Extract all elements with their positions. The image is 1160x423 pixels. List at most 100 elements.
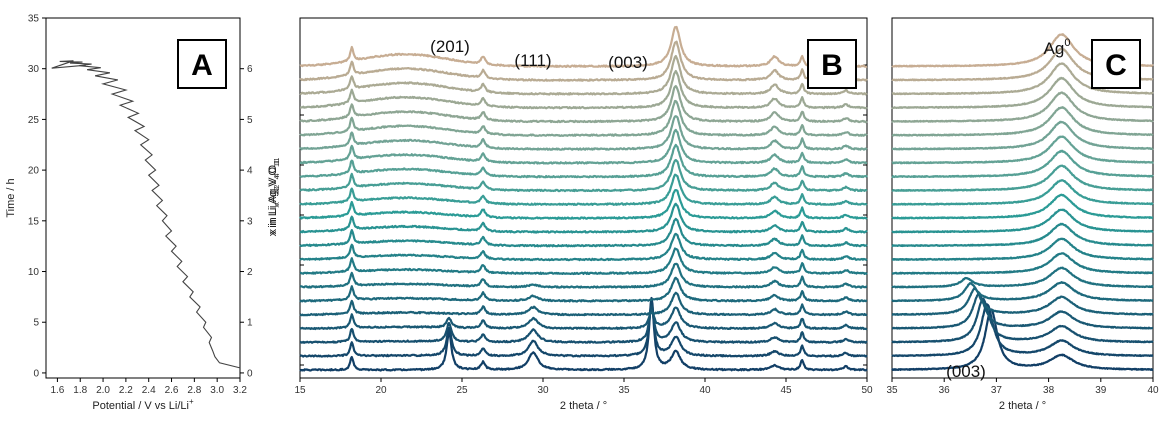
- xrd-curve-b: [299, 85, 868, 124]
- x-tick-label: 1.6: [50, 385, 64, 396]
- xrd-curve-c: [891, 281, 1154, 303]
- right-axis-title-part: V: [267, 179, 279, 187]
- x-tick-label: 39: [1095, 385, 1107, 396]
- right-axis-title-part: 11: [274, 160, 281, 167]
- x-axis-title-b: 2 theta / °: [560, 400, 607, 412]
- xrd-curve-c: [891, 222, 1154, 248]
- panel-a: 1.6 1.8 2.0 2.2 2.4 2.6 2.8 3.0 3.20510152025303…: [5, 14, 281, 413]
- right-tick-label: 3: [247, 216, 253, 227]
- xrd-curve-b: [299, 291, 868, 317]
- x-tick-label: 36: [939, 385, 951, 396]
- xrd-curve-c: [891, 164, 1154, 192]
- right-axis-title-part: Ag: [267, 191, 279, 204]
- xrd-curve-c: [891, 193, 1154, 220]
- xrd-curve-b: [299, 202, 868, 234]
- xrd-curve-b: [299, 296, 868, 372]
- x-tick-label: 35: [618, 385, 630, 396]
- xrd-curve-b: [299, 247, 868, 276]
- panel-label-c: C: [1105, 49, 1127, 82]
- xrd-curve-b: [299, 99, 868, 137]
- y-tick-label: 10: [28, 267, 40, 278]
- xrd-curve-c: [891, 76, 1154, 110]
- x-tick-label: 40: [1147, 385, 1159, 396]
- y-tick-label: 5: [33, 318, 39, 329]
- x-axis-title-sup: +: [189, 397, 194, 406]
- y-axis-title-b-part: 2: [274, 185, 281, 189]
- ag0-label-sup: 0: [1064, 37, 1070, 49]
- right-axis-title-a: x in Lix Ag2V4O11: [267, 160, 281, 237]
- xrd-curve-c: [891, 91, 1154, 123]
- xrd-curve-b: [299, 128, 868, 165]
- xrd-curve-c: [891, 120, 1154, 151]
- xrd-curve-b: [299, 301, 868, 358]
- ag0-label: Ag0: [1044, 37, 1071, 58]
- y-axis-title-a: Time / h: [5, 178, 17, 217]
- y-tick-label: 30: [28, 64, 40, 75]
- y-tick-label: 35: [28, 14, 40, 25]
- plot-frame-a: [45, 17, 241, 379]
- right-tick-label: 1: [247, 318, 253, 329]
- xrd-curve-c: [891, 266, 1154, 289]
- xrd-curve-c: [891, 208, 1154, 234]
- plot-frame-b: [299, 17, 868, 379]
- miller-index-label: (201): [430, 37, 470, 56]
- xrd-curve-b: [299, 40, 868, 82]
- xrd-curve-b: [299, 69, 868, 110]
- xrd-curve-c: [891, 62, 1154, 96]
- xrd-curve-c: [891, 135, 1154, 165]
- xrd-curve-b: [299, 158, 868, 193]
- miller-index-label: (003): [608, 53, 648, 72]
- y-tick-label: 0: [33, 368, 39, 379]
- y-axis-title-b-part: O: [267, 164, 279, 173]
- right-axis-title-part: O: [267, 166, 279, 175]
- x-tick-label: 40: [699, 385, 711, 396]
- y-axis-title-b-part: 11: [274, 158, 281, 165]
- x-axis-title-c: 2 theta / °: [999, 400, 1046, 412]
- x-tick-label: 1.8: [73, 385, 87, 396]
- panel-label-box-c: [1091, 39, 1141, 89]
- right-tick-label: 4: [247, 166, 253, 177]
- x-tick-label: 45: [780, 385, 792, 396]
- xrd-curve-b: [299, 25, 868, 68]
- y-axis-title-b-part: x: [274, 202, 281, 206]
- y-axis-title-b-part: Ag: [267, 189, 279, 202]
- xrd-curve-c: [891, 179, 1154, 206]
- x-tick-label: 50: [861, 385, 873, 396]
- right-axis-title-part: 2: [274, 187, 281, 191]
- y-tick-label: 20: [28, 166, 40, 177]
- right-tick-label: 0: [247, 368, 253, 379]
- x-tick-label: 20: [375, 385, 387, 396]
- x-axis-title-text: Potential / V vs Li/Li: [92, 400, 189, 412]
- xrd-curve-c: [891, 287, 1154, 316]
- panel-label-b: B: [821, 49, 843, 82]
- miller-index-label: (003): [946, 362, 986, 381]
- panel-c: 35 36 37 38 39 40 2 theta / ° C Ag0 (003): [886, 17, 1159, 412]
- xrd-curve-b: [299, 143, 868, 179]
- right-axis-title-part: x: [274, 204, 281, 208]
- xrd-curve-b: [299, 115, 868, 151]
- right-axis-title-part: x in Li: [267, 208, 279, 237]
- x-tick-label: 3.2: [233, 385, 247, 396]
- xrd-curve-c: [891, 106, 1154, 137]
- panel-label-box-b: [807, 39, 857, 89]
- xrd-curve-c: [891, 308, 1154, 371]
- xrd-curve-b: [299, 305, 868, 344]
- panel-label-a: A: [191, 49, 213, 82]
- x-tick-label: 30: [537, 385, 549, 396]
- plot-frame-c: [891, 17, 1154, 379]
- xrd-curve-b: [299, 262, 868, 289]
- x-axis-title-a: Potential / V vs Li/Li+: [92, 397, 194, 412]
- ag0-label-text: Ag: [1044, 39, 1065, 58]
- x-tick-label: 25: [456, 385, 468, 396]
- x-tick-label: 2.0: [96, 385, 110, 396]
- potential-time-curve: [51, 60, 241, 369]
- y-axis-title-b-part: V: [267, 177, 279, 185]
- xrd-curve-c: [891, 252, 1154, 275]
- xrd-curve-b: [299, 232, 868, 262]
- xrd-curve-b: [299, 54, 868, 96]
- y-axis-title-b-part: x in Li: [267, 206, 279, 235]
- right-tick-label: 5: [247, 115, 253, 126]
- xrd-curve-c: [891, 297, 1154, 344]
- x-tick-label: 2.6: [165, 385, 179, 396]
